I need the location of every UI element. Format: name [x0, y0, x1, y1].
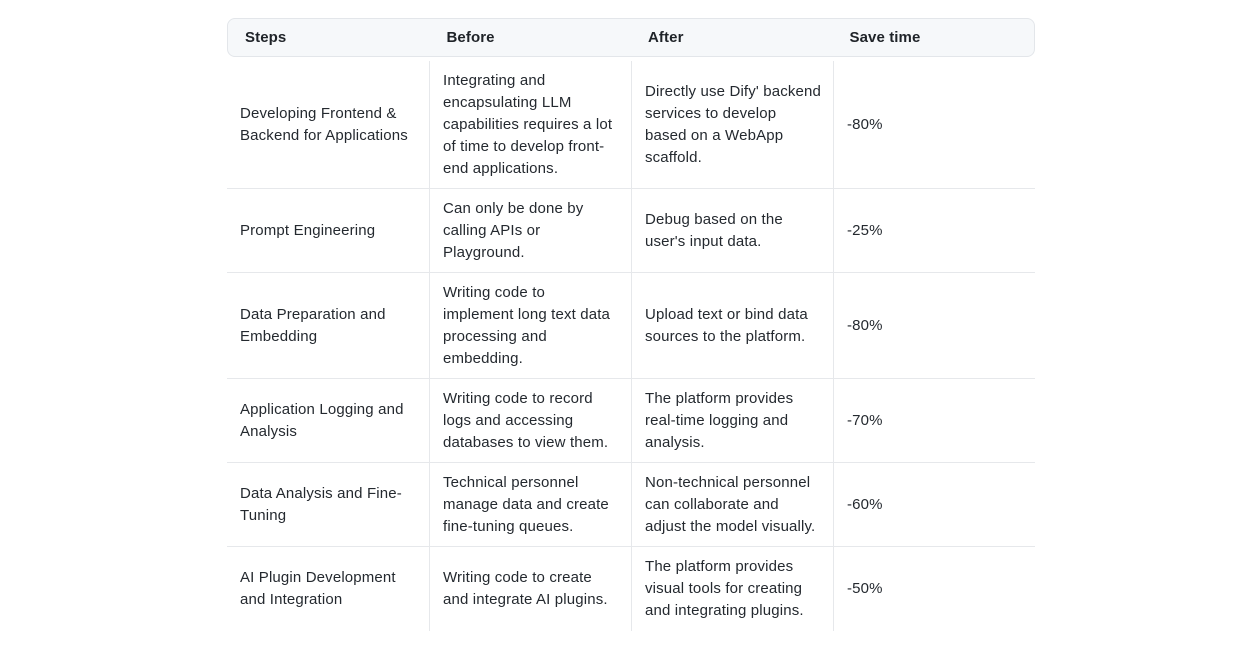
table-header: Steps Before After Save time	[227, 18, 1035, 57]
cell-before: Writing code to record logs and accessin…	[429, 379, 631, 462]
cell-steps: Data Preparation and Embedding	[240, 305, 386, 345]
cell-after: The platform provides visual tools for c…	[631, 547, 833, 631]
cell-steps: Prompt Engineering	[240, 221, 376, 239]
cell-save-time: -70%	[833, 379, 1035, 462]
cell-after: Non-technical personnel can collaborate …	[631, 463, 833, 546]
cell-steps: Data Analysis and Fine-Tuning	[240, 484, 402, 524]
cell-save-time: -80%	[833, 61, 1035, 188]
cell-before: Writing code to implement long text data…	[429, 273, 631, 378]
cell-steps: Developing Frontend & Backend for Applic…	[240, 104, 408, 144]
table-row: Data Preparation and Embedding Writing c…	[227, 273, 1035, 379]
header-steps: Steps	[245, 29, 287, 46]
header-before: Before	[446, 29, 495, 46]
header-after: After	[648, 29, 684, 46]
table-row: AI Plugin Development and Integration Wr…	[227, 547, 1035, 631]
cell-after: Debug based on the user's input data.	[631, 189, 833, 272]
cell-after: The platform provides real-time logging …	[631, 379, 833, 462]
cell-save-time: -60%	[833, 463, 1035, 546]
table-row: Developing Frontend & Backend for Applic…	[227, 61, 1035, 189]
comparison-table: Steps Before After Save time Developing …	[227, 18, 1035, 631]
cell-save-time: -50%	[833, 547, 1035, 631]
header-save-time: Save time	[849, 29, 921, 46]
cell-before: Can only be done by calling APIs or Play…	[429, 189, 631, 272]
cell-after: Directly use Dify' backend services to d…	[631, 61, 833, 188]
cell-steps: Application Logging and Analysis	[240, 400, 404, 440]
cell-steps: AI Plugin Development and Integration	[240, 569, 396, 608]
table-row: Data Analysis and Fine-Tuning Technical …	[227, 463, 1035, 547]
table-body: Developing Frontend & Backend for Applic…	[227, 61, 1035, 631]
cell-save-time: -80%	[833, 273, 1035, 378]
table-row: Prompt Engineering Can only be done by c…	[227, 189, 1035, 273]
table-row: Application Logging and Analysis Writing…	[227, 379, 1035, 463]
cell-after: Upload text or bind data sources to the …	[631, 273, 833, 378]
cell-before: Technical personnel manage data and crea…	[429, 463, 631, 546]
cell-before: Integrating and encapsulating LLM capabi…	[429, 61, 631, 188]
cell-save-time: -25%	[833, 189, 1035, 272]
cell-before: Writing code to create and integrate AI …	[429, 547, 631, 631]
